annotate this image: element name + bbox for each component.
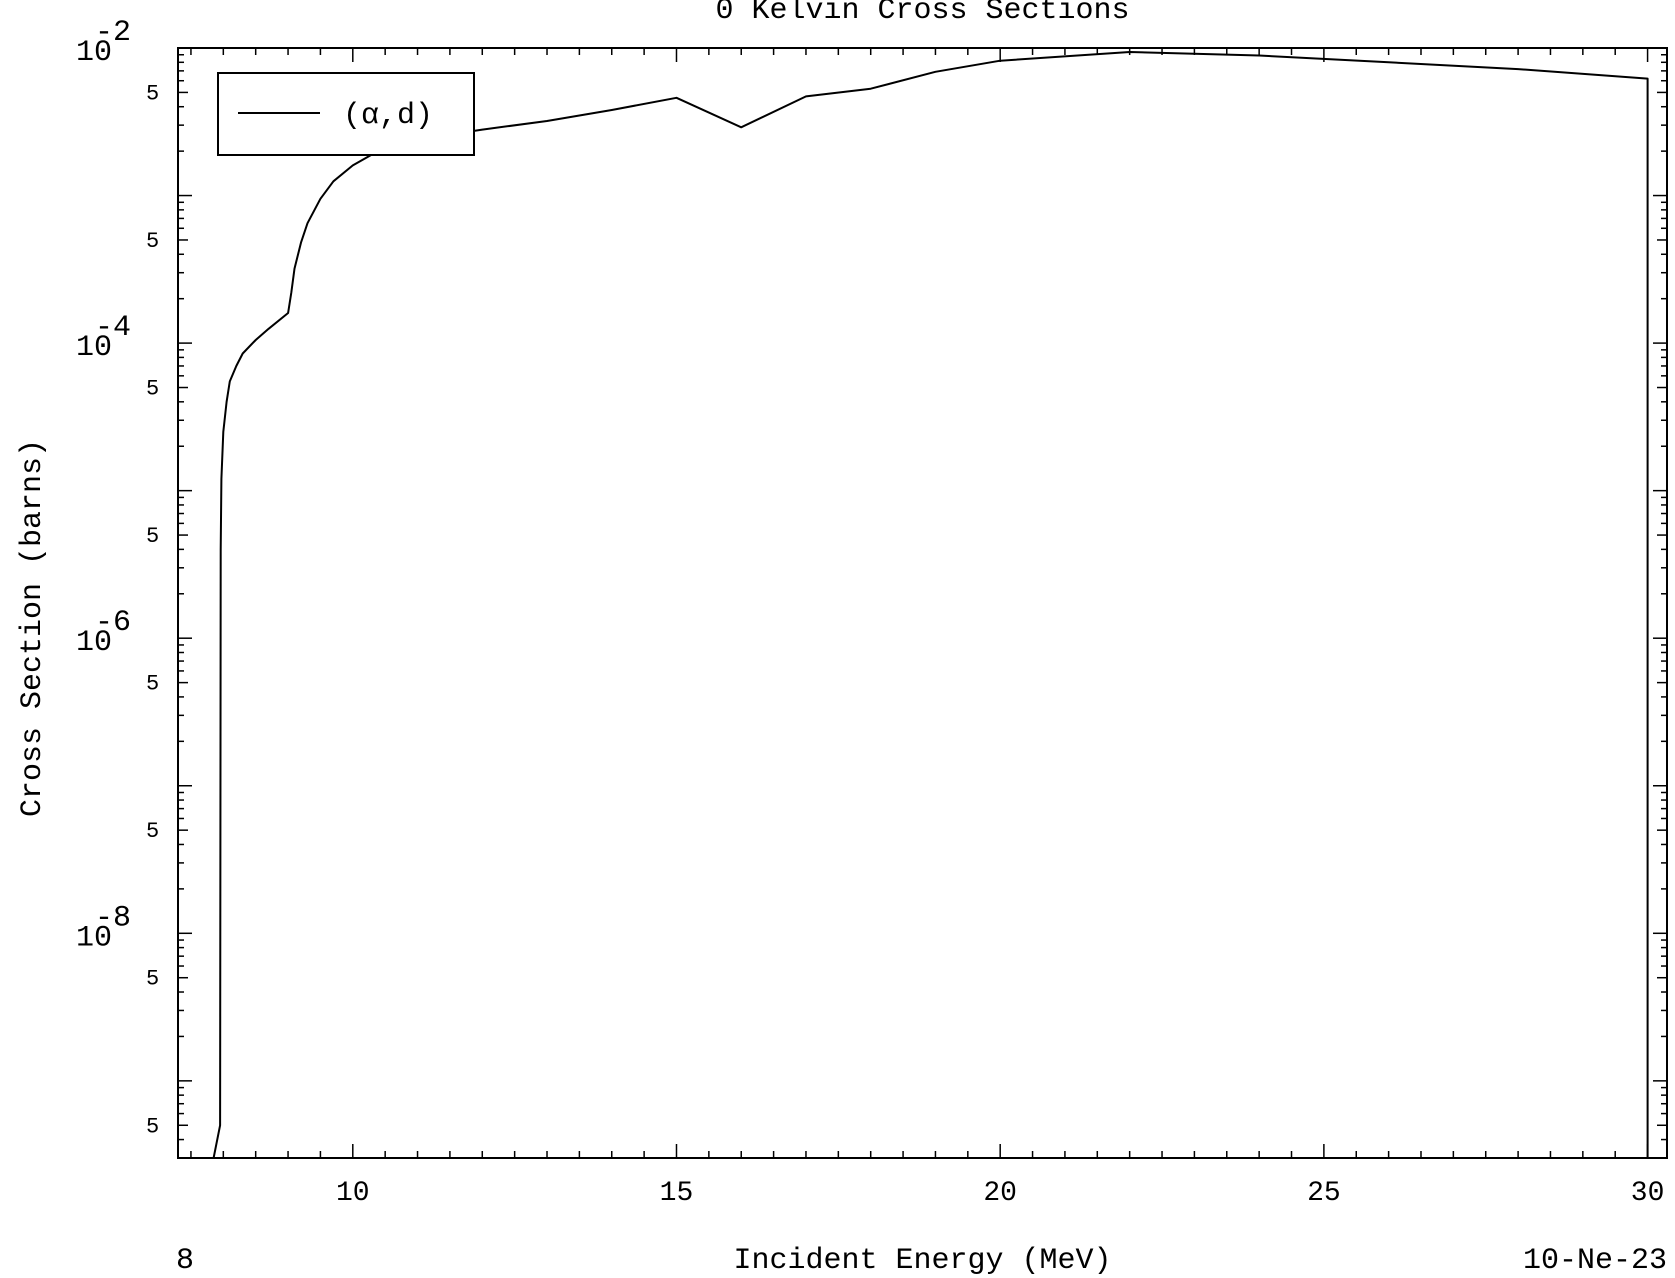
x-axis-label: Incident Energy (MeV): [733, 1244, 1111, 1278]
y-tick-label-base: 10: [76, 626, 112, 660]
footer-date-label: 10-Ne-23: [1523, 1244, 1667, 1278]
y-minor-tick-label: 5: [146, 524, 159, 549]
y-tick-label-exponent: -4: [95, 311, 131, 345]
y-minor-tick-label: 5: [146, 819, 159, 844]
x-tick-label: 30: [1631, 1178, 1665, 1209]
y-minor-tick-label: 5: [146, 377, 159, 402]
footer-left-label: 8: [176, 1244, 194, 1278]
x-tick-label: 15: [660, 1178, 694, 1209]
plot-frame: [177, 47, 1668, 1159]
y-tick-label-base: 10: [76, 36, 112, 70]
y-tick-label-exponent: -6: [95, 606, 131, 640]
y-tick-label-base: 10: [76, 921, 112, 955]
y-minor-tick-label: 5: [146, 81, 159, 106]
series-line-alpha-d: [212, 51, 1649, 1159]
y-axis-label: Cross Section (barns): [16, 439, 50, 817]
x-tick-label: 25: [1307, 1178, 1341, 1209]
x-tick-label: 10: [336, 1178, 370, 1209]
y-tick-label-base: 10: [76, 331, 112, 365]
y-minor-tick-label: 5: [146, 672, 159, 697]
y-minor-tick-label: 5: [146, 229, 159, 254]
chart-title: 0 Kelvin Cross Sections: [715, 0, 1129, 28]
x-tick-label: 20: [983, 1178, 1017, 1209]
legend-label: (α,d): [343, 99, 433, 133]
y-minor-tick-label: 5: [146, 967, 159, 992]
y-tick-label-exponent: -8: [95, 901, 131, 935]
y-minor-tick-label: 5: [146, 1114, 159, 1139]
y-tick-label-exponent: -2: [95, 16, 131, 50]
